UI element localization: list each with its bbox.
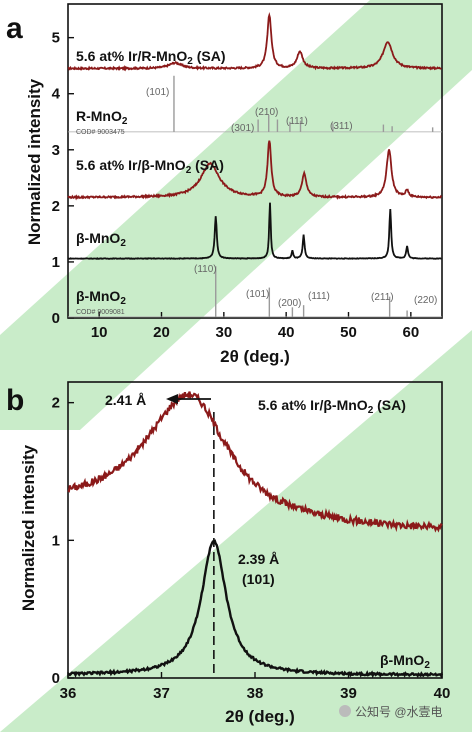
watermark-text: 公知号 @水壹电 [355,705,443,719]
panel-a-curves [67,12,443,260]
a-xtick-label: 30 [215,324,232,341]
shift-arrow-head [166,394,178,404]
panel-b-ylabel: Normalized intensity [19,444,38,611]
a-ytick-label: 3 [52,142,60,159]
b-xtick-label: 38 [247,685,264,702]
green-band-bottom [0,330,472,732]
panel-b-curves [67,391,444,679]
watermark-icon [339,705,351,717]
panel-a-ylabel: Normalized intensity [25,78,44,245]
label-ir-r-mno2: 5.6 at% Ir/R-MnO2 (SA) [76,48,225,67]
label-b-b-mno2: β-MnO2 [380,652,430,671]
a-ytick-label: 2 [52,198,60,215]
a-xtick-label: 10 [91,324,108,341]
panel-a-letter: a [6,12,23,45]
panel-a-reference-sticks [68,75,442,318]
xrd-curve [68,202,442,260]
hkl-r-101: (101) [146,87,169,98]
a-ytick-label: 1 [52,254,60,271]
a-ytick-label: 0 [52,310,60,327]
xrd-curve-ir [67,391,443,533]
xrd-curve-beta [67,539,444,679]
panel-a-ticks: 10 20 30 40 50 60 0 1 2 3 4 5 [52,30,420,341]
panel-b-letter: b [6,384,24,417]
b-ytick-label: 2 [52,395,60,412]
b-xtick-label: 39 [340,685,357,702]
hkl-r-301: (301) [231,123,254,134]
r-mno2-cod: COD# 9003475 [76,129,125,136]
b-xtick-label: 37 [153,685,170,702]
hkl-b-101-label: (101) [242,571,275,587]
panel-b-xlabel: 2θ (deg.) [225,707,295,726]
d-spacing-ir: 2.41 Å [105,392,146,408]
a-xtick-label: 60 [402,324,419,341]
panel-a-frame [67,3,443,319]
hkl-r-210: (210) [255,107,278,118]
label-b-mno2: β-MnO2 [76,230,126,249]
hkl-r-311: (311) [330,121,353,132]
b-xtick-label: 36 [60,685,77,702]
a-ytick-label: 4 [52,86,61,103]
panel-b-ticks: 36 37 38 39 40 0 1 2 [52,395,451,702]
watermark: 公知号 @水壹电 [339,705,443,719]
hkl-b-110: (110) [194,264,217,275]
a-xtick-label: 50 [340,324,357,341]
green-band-top [0,0,472,430]
b-mno2-cod: COD# 9009081 [76,309,125,316]
label-r-mno2-ref: R-MnO2 [76,108,128,127]
xrd-curve [67,140,443,201]
hkl-b-101: (101) [246,289,269,300]
b-ytick-label: 0 [52,670,60,687]
hkl-r-111: (111) [286,116,308,127]
b-ytick-label: 1 [52,532,60,549]
b-xtick-label: 40 [434,685,451,702]
label-b-mno2-ref: β-MnO2 [76,288,126,307]
a-xtick-label: 40 [278,324,295,341]
xrd-curve [67,12,442,72]
label-b-ir-b-mno2: 5.6 at% Ir/β-MnO2 (SA) [258,397,406,416]
hkl-b-111: (111) [308,291,330,302]
a-xtick-label: 20 [153,324,170,341]
panel-a-xlabel: 2θ (deg.) [220,347,290,366]
label-ir-b-mno2: 5.6 at% Ir/β-MnO2 (SA) [76,157,224,176]
a-ytick-label: 5 [52,30,60,47]
hkl-b-200: (200) [278,298,301,309]
hkl-b-220: (220) [414,295,437,306]
d-spacing-b: 2.39 Å [238,551,279,567]
hkl-b-211: (211) [371,292,394,303]
